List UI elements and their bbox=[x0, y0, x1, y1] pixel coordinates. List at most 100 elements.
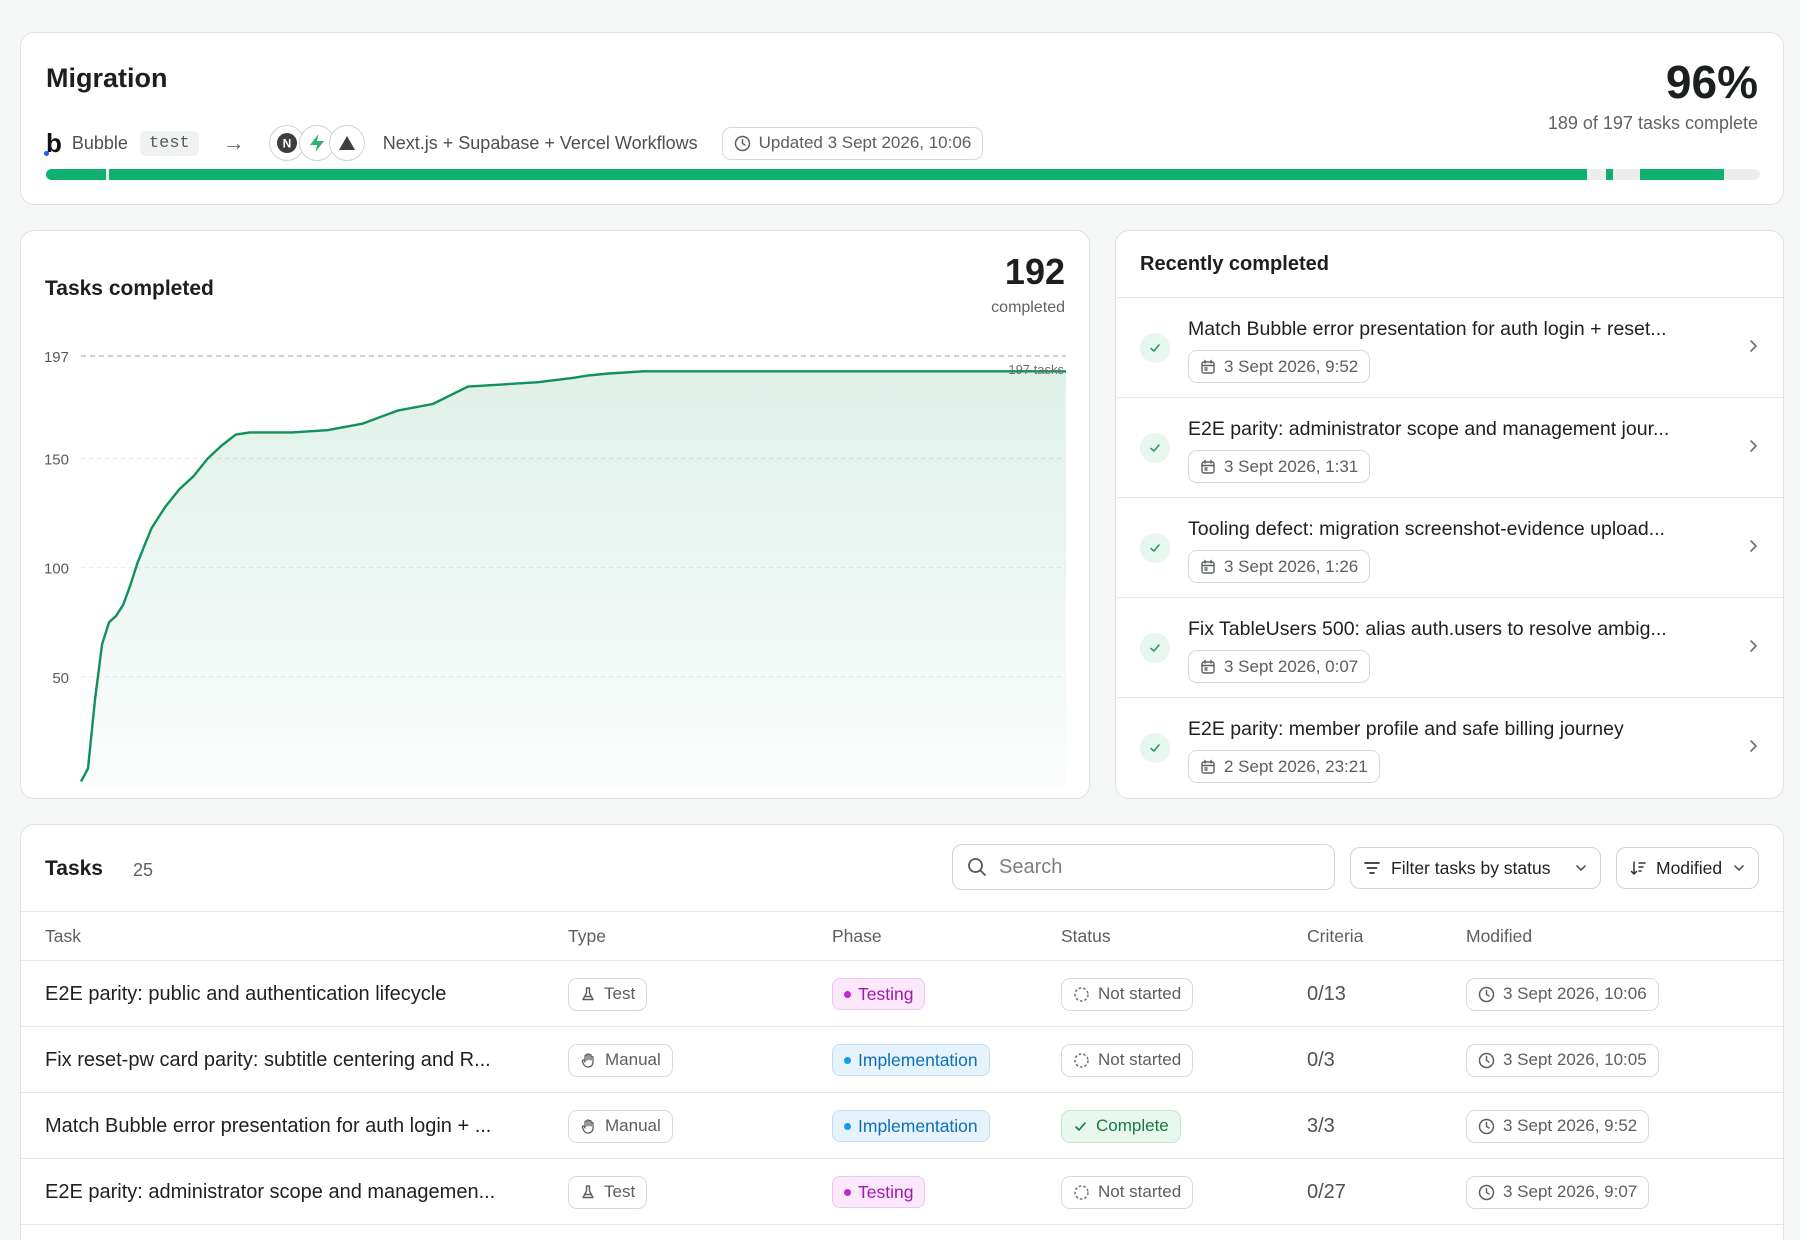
task-cell: Match Bubble error presentation for auth… bbox=[45, 1093, 491, 1159]
phase-dot bbox=[844, 1188, 851, 1196]
y-tick-label: 100 bbox=[44, 561, 69, 578]
table-row[interactable]: E2E parity: public and authentication li… bbox=[21, 961, 1783, 1027]
table-row[interactable]: E2E parity: administrator scope and mana… bbox=[21, 1159, 1783, 1225]
table-row[interactable]: Fix reset-pw card parity: subtitle cente… bbox=[21, 1027, 1783, 1093]
status-badge: Not started bbox=[1061, 1175, 1194, 1209]
phase-cell: Implementation bbox=[832, 1093, 990, 1159]
tasks-count: 25 bbox=[133, 860, 154, 880]
filter-status-button[interactable]: Filter tasks by status bbox=[1350, 847, 1601, 889]
modified-badge: 3 Sept 2026, 9:07 bbox=[1466, 1175, 1650, 1209]
migration-card: Migration b Bubble test → N Next.js + Su… bbox=[20, 32, 1784, 205]
recent-item-date: 3 Sept 2026, 1:31 bbox=[1188, 450, 1371, 483]
column-type[interactable]: Type bbox=[568, 926, 606, 946]
status-badge: Not started bbox=[1061, 1043, 1194, 1077]
flask-icon bbox=[582, 1185, 594, 1199]
recent-title: Recently completed bbox=[1140, 253, 1329, 275]
status-cell: Not started bbox=[1061, 1159, 1194, 1225]
progress-segment bbox=[46, 169, 106, 180]
completed-label: completed bbox=[991, 299, 1065, 316]
task-name[interactable]: E2E parity: public and authentication li… bbox=[45, 982, 447, 1005]
search-box[interactable] bbox=[952, 844, 1335, 890]
phase-dot bbox=[844, 1056, 851, 1064]
search-input[interactable] bbox=[999, 855, 1299, 879]
updated-badge: Updated 3 Sept 2026, 10:06 bbox=[721, 126, 984, 160]
column-criteria[interactable]: Criteria bbox=[1307, 926, 1364, 946]
modified-text: 3 Sept 2026, 9:07 bbox=[1503, 1182, 1638, 1201]
status-label: Complete bbox=[1096, 1116, 1169, 1135]
recent-item-date: 3 Sept 2026, 0:07 bbox=[1188, 650, 1371, 683]
tasks-completed-chart-card: 50 100 150 197 197 tasks Tasks completed 192… bbox=[20, 230, 1090, 799]
updated-text: Updated 3 Sept 2026, 10:06 bbox=[758, 133, 972, 152]
calendar-icon bbox=[1201, 559, 1215, 574]
status-label: Not started bbox=[1098, 1050, 1182, 1069]
reference-line-label: 197 tasks bbox=[1008, 362, 1064, 377]
recent-item-title: Fix TableUsers 500: alias auth.users to … bbox=[1188, 618, 1667, 640]
criteria-cell: 0/27 bbox=[1307, 1159, 1346, 1225]
chart-line bbox=[79, 370, 1066, 783]
recent-item[interactable]: E2E parity: administrator scope and mana… bbox=[1116, 397, 1783, 497]
status-cell: Not started bbox=[1061, 961, 1194, 1027]
check-icon bbox=[1075, 1121, 1086, 1131]
filter-icon bbox=[1364, 862, 1380, 874]
criteria-value: 0/27 bbox=[1307, 1180, 1346, 1203]
task-name[interactable]: Match Bubble error presentation for auth… bbox=[45, 1114, 492, 1137]
phase-cell: Testing bbox=[832, 1159, 926, 1225]
modified-badge: 3 Sept 2026, 9:52 bbox=[1466, 1109, 1650, 1143]
task-cell: E2E parity: administrator scope and mana… bbox=[45, 1159, 495, 1225]
criteria-cell: 0/3 bbox=[1307, 1027, 1335, 1093]
chevron-right-icon[interactable] bbox=[1747, 738, 1759, 759]
phase-cell: Testing bbox=[832, 961, 926, 1027]
recent-item-date-text: 3 Sept 2026, 9:52 bbox=[1224, 356, 1359, 376]
check-circle-icon bbox=[1140, 333, 1170, 363]
chevron-right-icon[interactable] bbox=[1747, 638, 1759, 659]
recent-item-title: E2E parity: member profile and safe bill… bbox=[1188, 718, 1624, 740]
migration-title: Migration bbox=[46, 63, 168, 93]
column-status[interactable]: Status bbox=[1061, 926, 1111, 946]
phase-badge: Implementation bbox=[832, 1110, 990, 1142]
recent-item-title: Tooling defect: migration screenshot-evi… bbox=[1188, 518, 1665, 540]
task-cell: Fix reset-pw card parity: subtitle cente… bbox=[45, 1027, 491, 1093]
status-label: Not started bbox=[1098, 1182, 1182, 1201]
column-modified[interactable]: Modified bbox=[1466, 926, 1533, 946]
recent-item[interactable]: Fix TableUsers 500: alias auth.users to … bbox=[1116, 597, 1783, 697]
phase-badge: Testing bbox=[832, 1176, 926, 1208]
calendar-icon bbox=[1201, 459, 1215, 474]
chevron-down-icon bbox=[1734, 865, 1744, 872]
progress-segment bbox=[1640, 169, 1724, 180]
task-name[interactable]: E2E parity: administrator scope and mana… bbox=[45, 1180, 496, 1203]
chevron-right-icon[interactable] bbox=[1747, 438, 1759, 459]
chevron-right-icon[interactable] bbox=[1747, 538, 1759, 559]
migration-path: b Bubble test → N Next.js + Supabase + V… bbox=[44, 125, 984, 161]
table-header: Task Type Phase Status Criteria Modified bbox=[21, 911, 1783, 961]
recent-item-date-text: 3 Sept 2026, 0:07 bbox=[1224, 656, 1359, 676]
recent-item[interactable]: Tooling defect: migration screenshot-evi… bbox=[1116, 497, 1783, 597]
modified-text: 3 Sept 2026, 10:05 bbox=[1503, 1050, 1647, 1069]
arrow-right-icon: → bbox=[222, 130, 245, 155]
table-row[interactable]: Match Bubble error presentation for auth… bbox=[21, 1093, 1783, 1159]
calendar-icon bbox=[1201, 659, 1215, 674]
column-task[interactable]: Task bbox=[45, 926, 81, 946]
criteria-cell: 3/3 bbox=[1307, 1093, 1335, 1159]
target-name: Next.js + Supabase + Vercel Workflows bbox=[382, 132, 698, 153]
status-badge: Not started bbox=[1061, 977, 1194, 1011]
column-phase[interactable]: Phase bbox=[832, 926, 882, 946]
task-name[interactable]: Fix reset-pw card parity: subtitle cente… bbox=[45, 1048, 491, 1071]
criteria-value: 3/3 bbox=[1307, 1114, 1335, 1137]
chart-area bbox=[81, 371, 1066, 786]
modified-cell: 3 Sept 2026, 10:06 bbox=[1466, 961, 1659, 1027]
tasks-card: Tasks 25 Filter tasks by status Modified… bbox=[20, 824, 1784, 1240]
chevron-right-icon bbox=[1750, 640, 1757, 652]
calendar-icon bbox=[1201, 759, 1215, 774]
migration-summary: 189 of 197 tasks complete bbox=[1547, 113, 1758, 133]
recent-item[interactable]: Match Bubble error presentation for auth… bbox=[1116, 297, 1783, 397]
criteria-value: 0/3 bbox=[1307, 1048, 1335, 1071]
chevron-right-icon[interactable] bbox=[1747, 338, 1759, 359]
recent-item-date-text: 2 Sept 2026, 23:21 bbox=[1224, 756, 1368, 776]
phase-dot bbox=[844, 1122, 851, 1130]
recently-completed-card: Recently completed Match Bubble error pr… bbox=[1115, 230, 1784, 799]
phase-label: Testing bbox=[858, 1181, 914, 1202]
sort-button[interactable]: Modified bbox=[1616, 847, 1759, 889]
type-label: Test bbox=[604, 984, 636, 1003]
recent-item[interactable]: E2E parity: member profile and safe bill… bbox=[1116, 697, 1783, 797]
check-circle-icon bbox=[1140, 733, 1170, 763]
